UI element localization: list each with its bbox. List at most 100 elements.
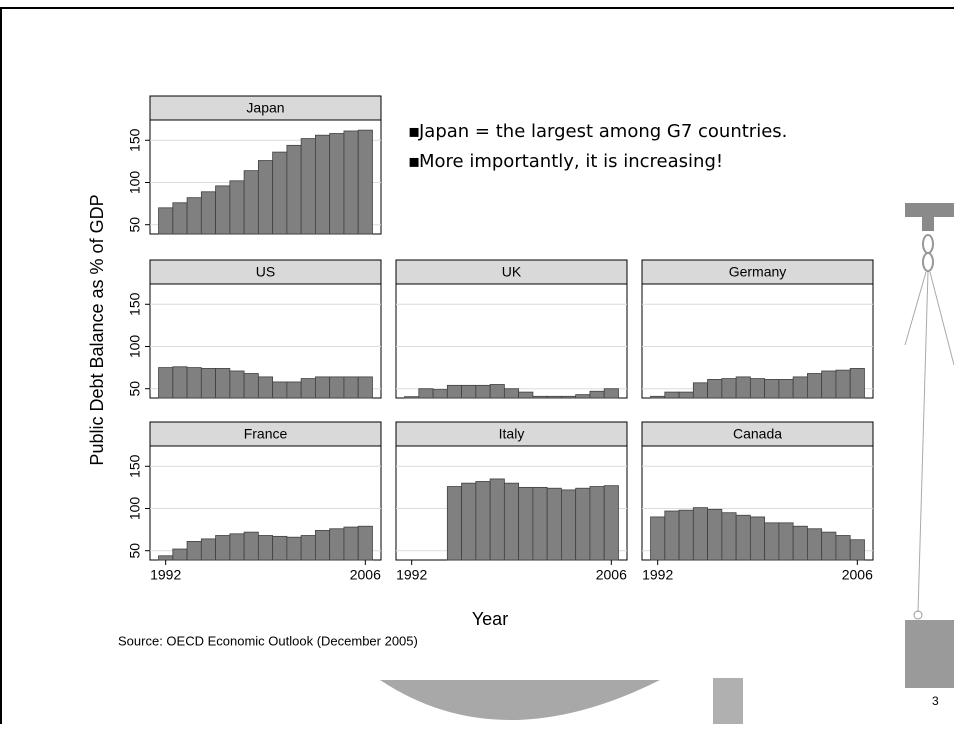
bar [589,390,605,399]
panel-title: Canada [733,426,782,442]
bar [778,379,794,399]
bar [678,509,694,561]
bar [215,535,231,561]
x-tick-label: 2006 [842,567,873,583]
bar [172,366,188,399]
bar [158,555,174,561]
bar [300,535,316,561]
bar [357,376,373,399]
bar [735,514,751,561]
bar [764,522,780,561]
y-tick-label: 150 [127,128,143,152]
bar [503,482,520,561]
bar [835,369,851,399]
panel-title: UK [502,264,522,280]
bar [749,378,766,399]
bar [158,367,174,399]
x-tick-label: 1992 [642,567,673,583]
bar [849,368,865,399]
bar [532,395,548,399]
bar [343,376,359,399]
bar [546,395,562,399]
bar [849,539,865,561]
bar [650,395,666,399]
decoration [380,203,954,724]
bar [158,207,174,235]
x-tick-label: 1992 [150,567,181,583]
y-tick-label: 50 [127,217,143,233]
bar [792,376,808,399]
bar [721,512,737,561]
panel-title: Germany [729,264,787,280]
y-axis-label: Public Debt Balance as % of GDP [87,194,107,465]
bullet: More importantly, it is increasing! [419,151,723,172]
bar [489,478,505,561]
bar [329,528,345,561]
bar [792,525,808,561]
bar [807,528,823,561]
bar [475,384,491,399]
panel-title: US [256,264,275,280]
bar [186,541,202,561]
bar [503,388,520,399]
bar [518,486,534,561]
bar [315,376,331,399]
y-tick-label: 50 [127,543,143,559]
bar [546,487,562,561]
bar [200,538,216,561]
bar [664,391,680,399]
y-tick-label: 100 [127,497,143,521]
bar [243,373,259,399]
bar [835,535,851,561]
bar [404,396,420,399]
bar [603,485,619,561]
bar [300,378,316,399]
panel-title: Japan [246,100,284,116]
page-number: 3 [932,694,939,708]
bar [692,507,708,561]
bar [257,376,274,399]
bar [315,530,331,561]
panel-header [395,259,628,285]
bar [286,144,302,235]
bar [735,376,751,399]
panel-header [641,259,874,285]
bar [561,395,577,399]
bar [778,522,794,561]
plot-area [395,283,628,399]
bar [575,487,591,561]
bullet-marker: ▪ [408,121,420,142]
panel-title: France [244,426,288,442]
bar [357,129,373,235]
bar [650,516,666,561]
bar [575,394,591,399]
bar [172,548,188,561]
y-tick-label: 150 [127,292,143,316]
bar [272,535,288,561]
panel-title: Italy [499,426,525,442]
bar [446,486,462,561]
bar [315,134,331,235]
x-axis-label: Year [472,609,508,629]
bar [286,381,302,399]
x-tick-label: 2006 [350,567,381,583]
bar [707,508,723,561]
bar [664,510,680,561]
bar [807,373,823,399]
bar [186,197,202,235]
bar [678,391,694,399]
bar [821,531,837,561]
bar [343,526,359,561]
bar [257,160,274,235]
bar [329,133,345,235]
bar [243,531,259,561]
bar [215,368,231,399]
x-tick-label: 1992 [396,567,427,583]
bar [721,378,737,399]
bar [418,388,434,399]
source-note: Source: OECD Economic Outlook (December … [118,633,418,648]
bar [172,202,188,235]
bar [200,368,216,399]
